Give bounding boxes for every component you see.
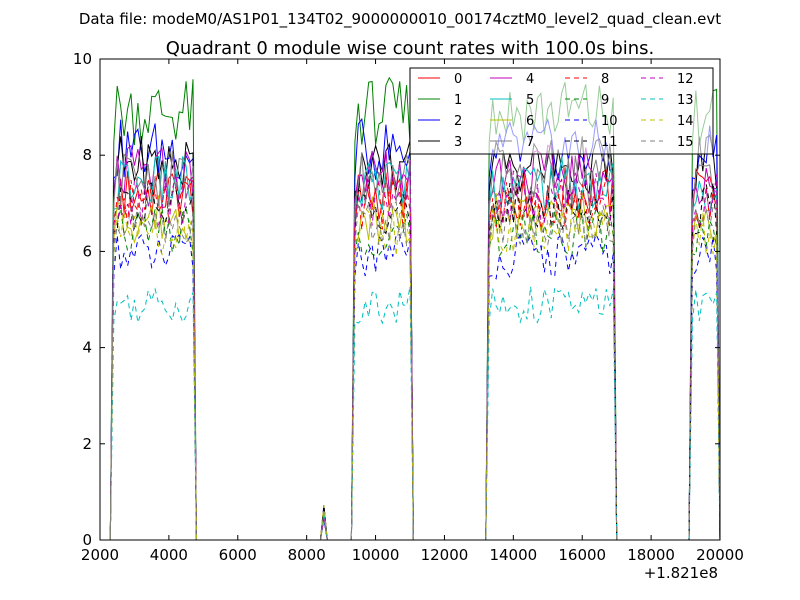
chart-title: Quadrant 0 module wise count rates with … [166,38,655,59]
legend-label-3: 3 [454,135,462,150]
series-line-12 [109,170,721,541]
legend-label-0: 0 [454,72,462,87]
y-tick-label: 0 [82,531,92,549]
series-line-15 [109,200,721,541]
plot-frame [99,58,721,541]
x-tick-label: 10000 [352,546,400,564]
legend-label-14: 14 [677,114,694,129]
legend-label-6: 6 [526,114,534,129]
x-tick-label: 14000 [489,546,537,564]
series-line-11 [109,182,721,541]
series-line-10 [109,233,721,541]
legend-label-12: 12 [677,72,694,87]
x-tick-label: 8000 [288,546,326,564]
series-line-2 [109,117,721,541]
x-tick-label: 2000 [81,546,119,564]
legend-label-13: 13 [677,93,694,108]
legend-box [409,67,714,155]
x-tick-label: 20000 [696,546,744,564]
x-tick-label: 16000 [558,546,606,564]
legend-label-5: 5 [526,93,534,108]
legend-label-1: 1 [454,93,462,108]
series-line-7 [109,150,721,541]
x-offset-label: +1.821e8 [644,564,718,582]
data-file-header: Data file: modeM0/AS1P01_134T02_90000000… [79,10,721,29]
legend-label-2: 2 [454,114,462,129]
series-line-4 [109,144,721,541]
legend-label-8: 8 [601,72,609,87]
x-tick-label: 12000 [421,546,469,564]
legend-label-9: 9 [601,93,609,108]
x-tick-label: 18000 [627,546,675,564]
series-line-0 [109,167,721,541]
legend-label-11: 11 [601,135,618,150]
legend-label-15: 15 [677,135,694,150]
x-tick-label: 6000 [219,546,257,564]
x-tick-label: 4000 [150,546,188,564]
series-line-3 [109,134,721,541]
series-line-14 [109,206,721,541]
y-tick-label: 4 [82,339,92,357]
series-line-6 [109,192,721,541]
series-line-8 [109,176,721,541]
y-tick-label: 10 [73,50,92,68]
y-tick-label: 2 [82,435,92,453]
legend-label-7: 7 [526,135,534,150]
series-line-9 [109,207,721,541]
axis-ticks: 2000 4000 6000 8000 10000 12000 14000 16000 1800… [73,50,744,564]
series-line-5 [109,155,721,541]
series-line-13 [109,286,721,541]
legend-label-10: 10 [601,114,618,129]
legend-label-4: 4 [526,72,534,87]
y-tick-label: 6 [82,242,92,260]
y-tick-label: 8 [82,146,92,164]
